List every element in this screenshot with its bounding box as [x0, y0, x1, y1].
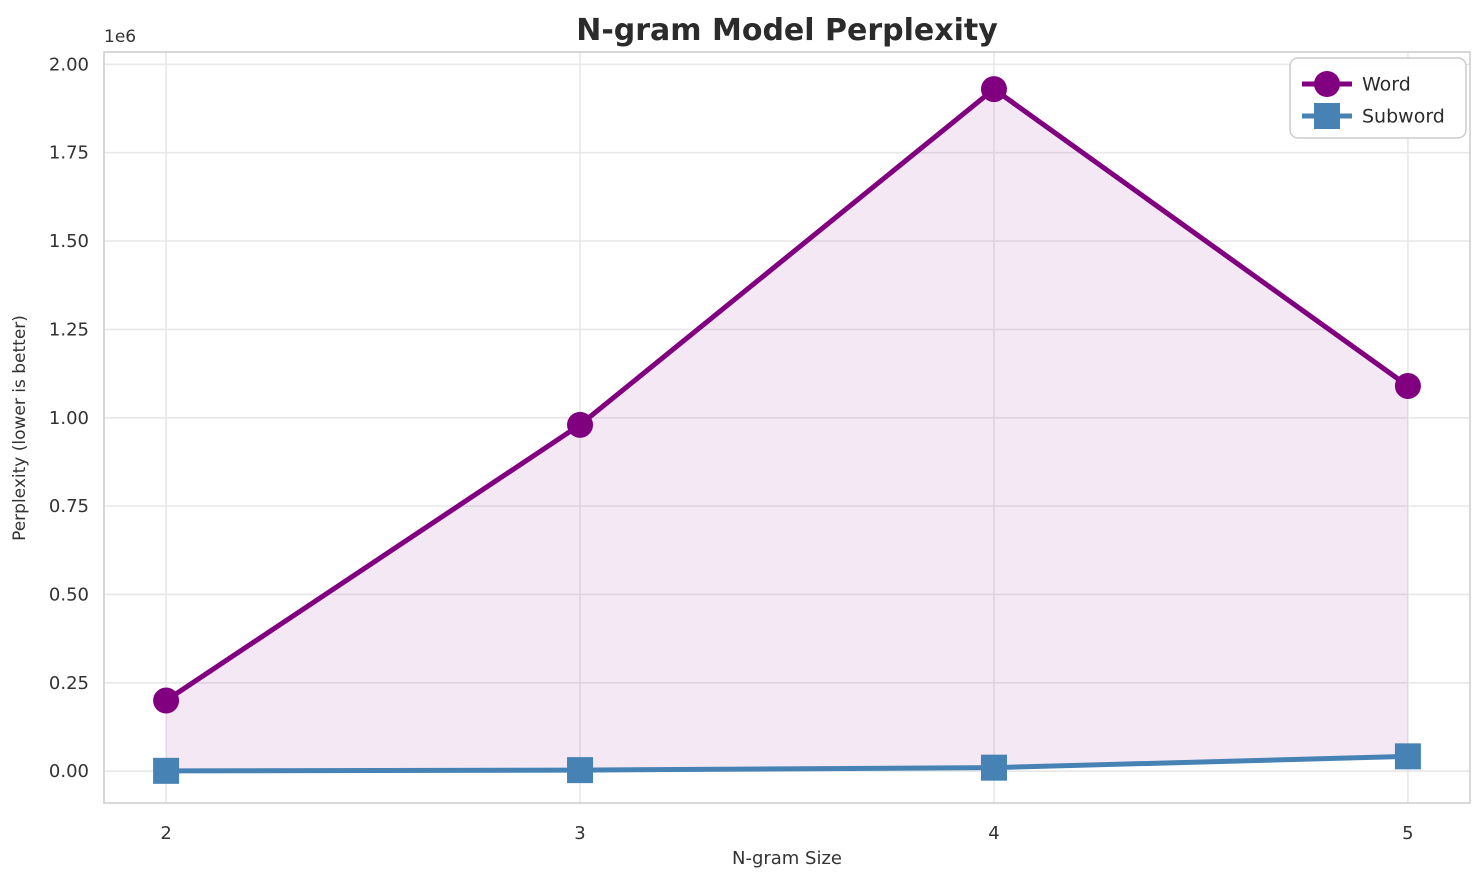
y-tick-label: 1.75: [49, 143, 89, 164]
legend-label-word: Word: [1362, 74, 1411, 96]
word-line: [163, 86, 1411, 704]
y-tick-label: 1.50: [49, 231, 89, 252]
x-tick-label: 4: [988, 823, 999, 844]
x-tick-label: 5: [1402, 823, 1413, 844]
y-tick-label: 2.00: [49, 54, 89, 75]
y-tick-label: 1.25: [49, 319, 89, 340]
y-axis-label: Perplexity (lower is better): [10, 315, 30, 541]
subword-line: [163, 753, 1411, 774]
x-axis-label: N-gram Size: [732, 848, 842, 869]
y-offset-label: 1e6: [104, 27, 136, 47]
subword-data-point: [980, 754, 1007, 781]
x-tick-label: 2: [160, 823, 171, 844]
y-tick-label: 0.25: [49, 673, 89, 694]
y-tick-label: 0.75: [49, 496, 89, 517]
series-layer: [153, 76, 1421, 784]
subword-square-marker-icon: [1314, 103, 1340, 129]
legend-entry-subword: Subword: [1302, 103, 1445, 129]
tick-layer: 2 3 4 5 0.00 0.25 0.50 0.75 1.00 1.25 1.50 1.75 2.00: [49, 54, 1414, 844]
subword-data-point: [567, 757, 594, 784]
y-tick-label: 1.00: [49, 408, 89, 429]
subword-data-point: [1394, 743, 1421, 770]
y-tick-label: 0.00: [49, 761, 89, 782]
legend: Word Subword: [1289, 57, 1467, 139]
legend-label-subword: Subword: [1362, 106, 1445, 128]
word-data-point: [980, 76, 1007, 103]
word-data-point: [1394, 372, 1421, 399]
word-data-point: [567, 411, 594, 438]
plot-border: [103, 51, 1471, 804]
word-circle-marker-icon: [1314, 71, 1340, 97]
chart-title: N-gram Model Perplexity: [576, 13, 998, 48]
y-tick-label: 0.50: [49, 584, 89, 605]
subword-data-point: [153, 757, 180, 784]
x-tick-label: 3: [574, 823, 585, 844]
word-data-point: [153, 687, 180, 714]
fill-between-area: [166, 89, 1408, 771]
legend-entry-word: Word: [1302, 71, 1411, 97]
fill-layer: [166, 89, 1408, 771]
